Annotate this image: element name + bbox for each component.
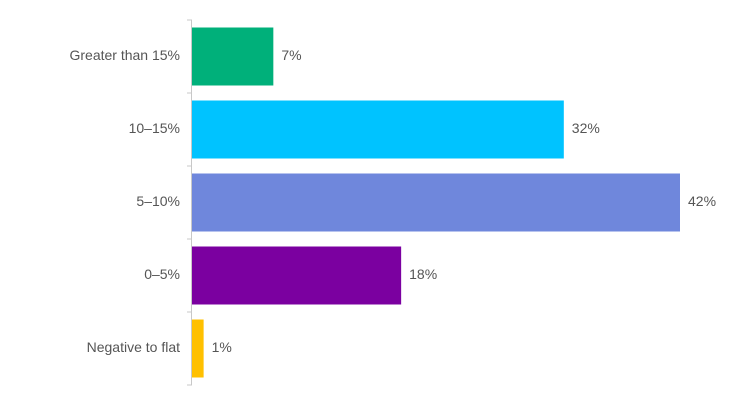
value-label: 42%: [688, 193, 716, 209]
bar: [192, 100, 564, 159]
bar: [192, 246, 402, 305]
bar: [192, 173, 680, 232]
value-label: 18%: [409, 266, 437, 282]
value-label: 7%: [281, 47, 301, 63]
bar: [192, 27, 274, 86]
y-tick-label: 5–10%: [136, 193, 180, 209]
y-tick-label: 10–15%: [129, 120, 180, 136]
bar: [192, 319, 204, 378]
y-tick-label: Negative to flat: [87, 339, 180, 355]
value-label: 1%: [212, 339, 232, 355]
value-label: 32%: [572, 120, 600, 136]
y-tick-label: 0–5%: [144, 266, 180, 282]
y-tick-label: Greater than 15%: [69, 47, 180, 63]
